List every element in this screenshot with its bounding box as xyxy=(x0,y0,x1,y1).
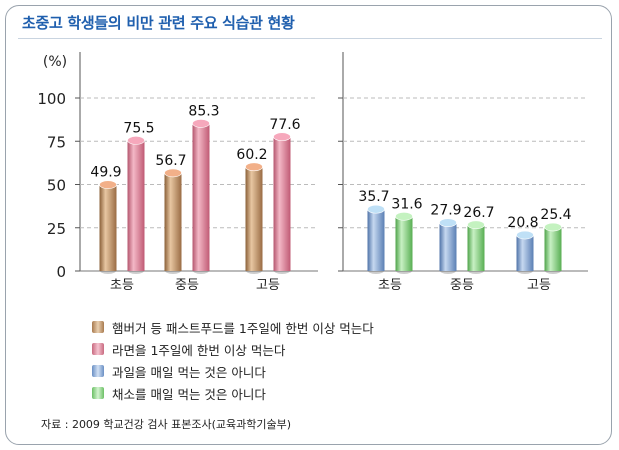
legend-swatch xyxy=(92,365,104,377)
chart-title: 초중고 학생들의 비만 관련 주요 식습관 현황 xyxy=(22,14,295,32)
legend-item: 채소를 매일 먹는 것은 아니다 xyxy=(92,382,374,404)
bar-cap xyxy=(367,204,385,214)
bar xyxy=(99,184,117,271)
bar-cap xyxy=(192,119,210,128)
bar xyxy=(516,235,534,271)
bar-cap xyxy=(467,220,485,230)
bar xyxy=(192,123,210,271)
legend-item: 햄버거 등 패스트푸드를 1주일에 한번 이상 먹는다 xyxy=(92,316,374,338)
legend-label: 햄버거 등 패스트푸드를 1주일에 한번 이상 먹는다 xyxy=(112,320,374,336)
bar-cap xyxy=(544,222,562,232)
data-label: 85.3 xyxy=(188,103,219,119)
legend-label: 라면을 1주일에 한번 이상 먹는다 xyxy=(112,342,286,358)
data-label: 26.7 xyxy=(463,205,494,221)
y-tick-label: 100 xyxy=(37,90,66,108)
bar-cap xyxy=(245,162,263,172)
x-tick-label: 중등 xyxy=(450,278,474,293)
data-label: 56.7 xyxy=(155,153,186,169)
x-tick-label: 고등 xyxy=(256,278,280,293)
x-tick-label: 중등 xyxy=(175,278,199,293)
data-label: 77.6 xyxy=(269,117,300,133)
legend-swatch xyxy=(92,343,104,355)
legend-swatch xyxy=(92,321,104,333)
x-tick-label: 초등 xyxy=(378,278,402,293)
bar xyxy=(273,136,291,271)
source-note: 자료 : 2009 학교건강 검사 표본조사(교육과학기술부) xyxy=(41,418,292,431)
data-label: 20.8 xyxy=(507,215,538,231)
bar xyxy=(439,222,457,271)
data-label: 25.4 xyxy=(540,207,571,223)
legend-label: 과일을 매일 먹는 것은 아니다 xyxy=(112,364,266,380)
data-label: 31.6 xyxy=(391,196,422,212)
y-tick-label: 50 xyxy=(47,177,66,195)
x-tick-label: 초등 xyxy=(110,278,134,293)
bar xyxy=(544,227,562,271)
bar xyxy=(127,140,145,271)
bar-cap xyxy=(439,218,457,228)
legend-item: 라면을 1주일에 한번 이상 먹는다 xyxy=(92,338,374,360)
bar xyxy=(395,216,413,271)
bar xyxy=(245,166,263,271)
data-label: 27.9 xyxy=(430,203,461,219)
bar-cap xyxy=(99,180,117,189)
legend-swatch xyxy=(92,387,104,399)
bar xyxy=(467,224,485,271)
data-label: 35.7 xyxy=(358,189,389,205)
y-tick-label: 75 xyxy=(47,133,66,151)
x-tick-label: 고등 xyxy=(527,278,551,293)
data-label: 75.5 xyxy=(123,120,154,136)
legend: 햄버거 등 패스트푸드를 1주일에 한번 이상 먹는다 라면을 1주일에 한번 … xyxy=(92,316,374,404)
bar-cap xyxy=(273,132,291,142)
y-tick-label: 25 xyxy=(47,220,66,238)
bar-cap xyxy=(395,212,413,221)
bar-cap xyxy=(127,136,145,145)
title-divider xyxy=(18,38,602,39)
y-axis-unit: (%) xyxy=(43,54,67,70)
legend-label: 채소를 매일 먹는 것은 아니다 xyxy=(112,386,266,402)
bar-cap xyxy=(516,230,534,240)
bar xyxy=(367,209,385,271)
bar xyxy=(164,172,182,271)
legend-item: 과일을 매일 먹는 것은 아니다 xyxy=(92,360,374,382)
data-label: 49.9 xyxy=(90,165,121,181)
data-label: 60.2 xyxy=(236,147,267,163)
y-tick-label: 0 xyxy=(56,263,66,281)
bar-cap xyxy=(164,168,182,178)
